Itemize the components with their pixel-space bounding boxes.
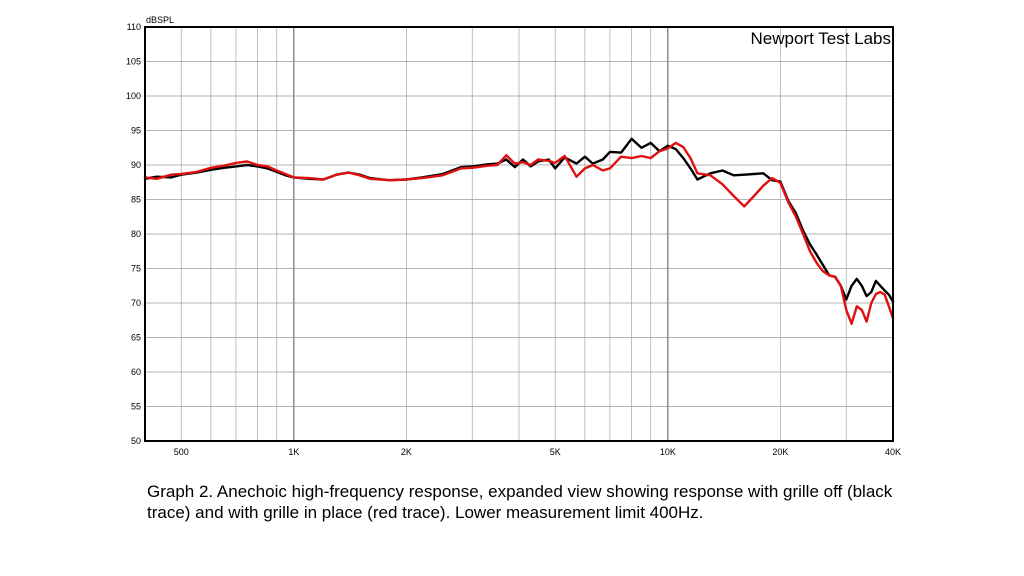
x-tick-label: 40K <box>885 447 901 457</box>
plot-frame <box>144 26 894 442</box>
frequency-response-chart: 50 55 60 65 70 75 80 85 90 95 100 105 110 500 1K 2K 5K 1… <box>126 15 901 457</box>
x-tick-label: 5K <box>550 447 561 457</box>
series-group <box>143 137 895 325</box>
y-tick-label: 80 <box>131 229 141 239</box>
y-tick-labels: 50 55 60 65 70 75 80 85 90 95 100 105 110 <box>126 22 141 446</box>
y-tick-label: 65 <box>131 333 141 343</box>
x-tick-label: 10K <box>660 447 676 457</box>
y-tick-label: 70 <box>131 298 141 308</box>
x-tick-label: 1K <box>288 447 299 457</box>
grid <box>145 27 893 441</box>
red-trace-series <box>143 141 895 325</box>
y-tick-label: 110 <box>127 22 141 32</box>
y-axis-label: dBSPL <box>146 15 174 25</box>
x-tick-label: 500 <box>174 447 189 457</box>
figure-caption: Graph 2. Anechoic high-frequency respons… <box>147 482 893 522</box>
chart-title: Newport Test Labs <box>751 29 891 48</box>
y-tick-label: 60 <box>131 367 141 377</box>
y-tick-label: 75 <box>131 264 141 274</box>
x-tick-label: 2K <box>401 447 412 457</box>
y-tick-label: 95 <box>131 126 141 136</box>
y-tick-label: 55 <box>131 402 141 412</box>
x-tick-label: 20K <box>772 447 788 457</box>
y-tick-label: 100 <box>126 91 141 101</box>
y-tick-label: 90 <box>131 160 141 170</box>
y-tick-label: 50 <box>131 436 141 446</box>
y-tick-label: 85 <box>131 195 141 205</box>
y-tick-label: 105 <box>126 57 141 67</box>
x-tick-labels: 500 1K 2K 5K 10K 20K 40K <box>174 447 901 457</box>
